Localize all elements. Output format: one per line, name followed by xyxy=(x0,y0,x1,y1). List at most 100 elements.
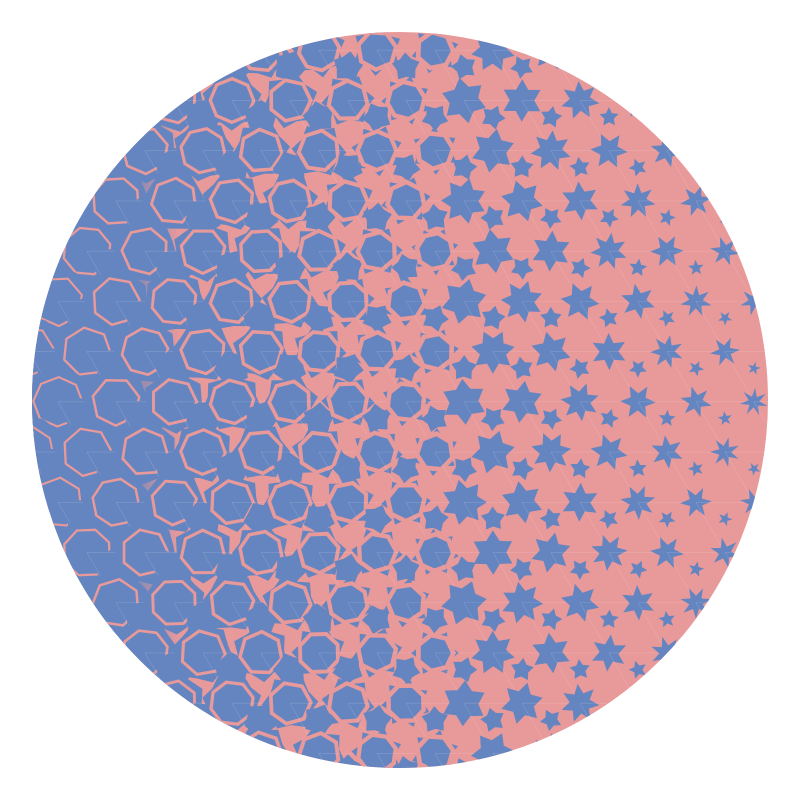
rosette xyxy=(173,724,234,768)
ring xyxy=(296,531,341,576)
small-star xyxy=(540,306,562,328)
tile-line xyxy=(695,703,726,754)
small-star xyxy=(569,358,590,379)
ring xyxy=(268,580,313,625)
small-star xyxy=(37,146,80,190)
rosette xyxy=(85,771,150,800)
ring xyxy=(297,430,342,475)
small-star xyxy=(36,748,79,768)
tile-line xyxy=(550,753,581,768)
ring xyxy=(34,0,82,22)
tile-line xyxy=(783,151,800,201)
rosette xyxy=(620,486,656,520)
rosette xyxy=(769,339,797,364)
small-star xyxy=(629,560,648,579)
tile-line xyxy=(32,50,59,101)
small-star xyxy=(450,54,475,80)
rosette xyxy=(85,32,147,34)
small-star xyxy=(540,208,562,229)
rosette xyxy=(562,784,599,800)
ring xyxy=(180,629,228,677)
small-star xyxy=(332,656,363,686)
tile-line xyxy=(0,703,29,753)
small-star xyxy=(777,714,789,725)
rosette xyxy=(32,367,36,437)
small-star xyxy=(332,154,363,184)
small-star xyxy=(273,451,306,484)
small-star xyxy=(275,51,308,84)
rosette xyxy=(203,0,262,29)
small-star xyxy=(32,598,50,641)
tile-line xyxy=(608,552,639,603)
small-star xyxy=(777,112,789,123)
ring xyxy=(385,381,427,423)
rosette xyxy=(560,383,599,422)
ring xyxy=(414,531,456,574)
ring xyxy=(237,430,284,476)
ring xyxy=(0,579,24,627)
ring xyxy=(326,381,370,424)
ring xyxy=(91,75,141,124)
small-star xyxy=(32,96,50,139)
small-star xyxy=(333,754,363,768)
tile-line xyxy=(0,0,29,50)
small-star xyxy=(688,762,704,768)
tile-line xyxy=(783,553,800,603)
rosette xyxy=(471,331,515,374)
small-star xyxy=(423,305,449,332)
small-star xyxy=(778,513,790,525)
rosette xyxy=(472,229,514,274)
ring xyxy=(32,626,54,678)
rosette xyxy=(0,617,7,688)
ring xyxy=(238,127,285,173)
tile-line xyxy=(753,100,768,151)
rosette xyxy=(590,434,628,470)
small-star xyxy=(392,52,420,80)
ring xyxy=(120,32,170,75)
small-star xyxy=(482,105,506,130)
rosette xyxy=(0,768,35,800)
tile-line xyxy=(86,753,117,768)
rosette xyxy=(651,33,684,67)
rosette xyxy=(443,479,487,525)
tile-line xyxy=(666,250,697,302)
small-star xyxy=(747,663,761,677)
small-star xyxy=(0,246,20,289)
small-star xyxy=(392,657,421,685)
small-star xyxy=(67,32,109,37)
tile-line xyxy=(57,32,88,51)
ring xyxy=(32,527,53,579)
small-star xyxy=(658,409,676,426)
ring xyxy=(267,479,313,526)
rosette xyxy=(769,439,796,466)
small-star xyxy=(628,459,647,477)
small-star xyxy=(511,257,534,280)
rosette xyxy=(32,114,65,186)
tile-line xyxy=(608,150,639,202)
rosette xyxy=(650,537,684,568)
small-star xyxy=(453,657,478,683)
ring xyxy=(63,528,111,577)
rosette xyxy=(262,778,317,800)
rosette xyxy=(531,433,572,473)
tile-line xyxy=(144,50,175,101)
small-star xyxy=(422,505,449,532)
rosette xyxy=(769,38,797,63)
rosette xyxy=(621,283,655,319)
small-star xyxy=(777,614,789,625)
rosette xyxy=(172,32,234,78)
ring xyxy=(210,478,256,526)
small-star xyxy=(302,303,334,335)
small-star xyxy=(37,648,80,692)
rosette xyxy=(530,130,571,170)
rosette xyxy=(591,32,627,69)
small-star xyxy=(32,195,51,239)
rosette xyxy=(680,386,712,418)
ring xyxy=(296,731,341,768)
ring xyxy=(152,0,197,23)
rosette xyxy=(0,215,6,287)
rosette xyxy=(531,532,571,573)
small-star xyxy=(391,254,418,282)
ring xyxy=(61,125,111,176)
rosette xyxy=(143,0,205,32)
